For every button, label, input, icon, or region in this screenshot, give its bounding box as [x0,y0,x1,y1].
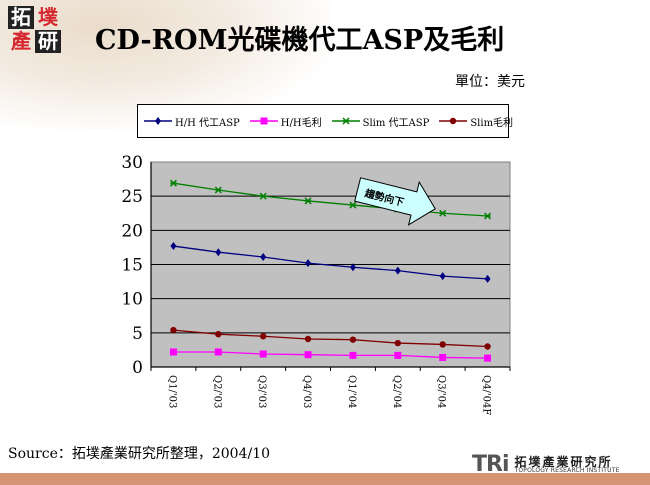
series-line [169,179,492,220]
data-point-marker-icon [439,209,447,217]
legend-label: Slim 代工ASP [362,117,430,129]
data-point-marker-icon [214,348,222,356]
legend-item: H/H 代工ASP [144,114,240,129]
brand-name-cn: 拓墣產業研究所 [514,454,613,469]
data-point-marker-icon [305,259,312,268]
data-point-marker-icon [259,350,267,358]
data-point-marker-icon [215,248,222,257]
x-tick-label: Q3/'04 [436,375,447,408]
data-point-marker-icon [215,331,222,338]
logo-char: 墣 [38,5,58,29]
data-point-marker-icon [349,336,357,343]
data-point-marker-icon [170,326,177,334]
data-point-marker-icon [394,339,402,347]
x-tick-label: Q2/'04 [391,375,402,408]
y-tick-label: 0 [132,358,143,378]
legend-marker-icon [450,117,457,125]
data-point-marker-icon [484,274,491,283]
line-chart: 0 5 10 15 20 25 30 Q1/'03 Q2/'03 Q3/'03 Q4/'03 Q1/'… [121,153,511,415]
logo-char: 拓 [8,6,34,29]
data-point-marker-icon [394,266,401,275]
data-point-marker-icon [484,212,492,220]
logo: 拓 墣 產 研 [8,6,62,54]
data-point-marker-icon [259,192,267,200]
data-point-marker-icon [304,351,312,359]
brand-mark-text: TRi [472,452,509,477]
x-tick-label: Q2/'03 [211,375,222,408]
y-tick-label: 20 [121,221,143,241]
series-line [169,348,492,362]
trend-arrow-annotation: 趨勢向下 [354,177,436,226]
legend-label: Slim毛利 [470,117,514,129]
y-tick-label: 10 [121,290,143,310]
data-point-marker-icon [304,197,312,205]
data-point-marker-icon [349,263,356,272]
unit-label: 單位：美元 [455,74,525,90]
legend-swatch-icon [439,117,468,125]
data-point-marker-icon [260,252,267,261]
data-point-marker-icon [484,343,491,350]
y-tick-label: 15 [121,256,143,276]
data-point-marker-icon [439,353,447,361]
legend-swatch-icon [331,117,360,125]
data-point-marker-icon [214,186,222,194]
tri-mark: TRi [472,452,509,477]
y-tick-label: 25 [121,187,143,207]
x-tick-label: Q3/'03 [256,375,267,408]
data-point-marker-icon [439,341,446,348]
legend-label: H/H 代工ASP [175,117,240,129]
data-point-marker-icon [304,335,312,343]
data-point-marker-icon [484,354,492,362]
data-point-marker-icon [349,351,357,359]
data-point-marker-icon [259,333,267,340]
series-line [170,242,491,283]
x-tick-label: Q1/'03 [166,375,177,408]
logo-char: 產 [11,29,31,53]
legend-marker-icon [260,117,268,125]
data-point-marker-icon [170,242,177,251]
legend-swatch-icon [144,117,172,125]
y-tick-label: 5 [132,324,143,344]
data-point-marker-icon [169,179,177,187]
legend-marker-icon [155,117,161,125]
arrow-icon [354,177,436,226]
y-tick-label: 30 [121,153,143,173]
legend-item: Slim毛利 [439,114,513,129]
data-point-marker-icon [349,201,357,209]
source-note: Source：拓墣產業研究所整理，2004/10 [8,446,271,462]
data-point-marker-icon [394,351,402,359]
legend-swatch-icon [249,117,278,125]
brand-logo: TRi 拓墣產業研究所 TOPOLOGY RESEARCH INSTITUTE [472,452,620,477]
chart-legend: H/H 代工ASP H/H毛利 Slim 代工ASP Slim毛利 [137,104,513,138]
data-point-marker-icon [169,348,177,356]
series-line [170,326,491,350]
x-tick-label: Q1/'04 [346,375,357,408]
logo-char: 研 [35,30,61,53]
x-tick-label: Q4/'03 [301,375,312,408]
data-point-marker-icon [439,272,446,281]
page-title: CD-ROM光碟機代工ASP及毛利 [95,25,505,56]
x-tick-label: Q4/'04F [481,375,492,415]
footer-bar [0,473,650,485]
brand-name-en: TOPOLOGY RESEARCH INSTITUTE [514,466,620,474]
legend-item: H/H毛利 [249,114,322,129]
legend-marker-icon [342,117,350,125]
legend-item: Slim 代工ASP [331,114,430,129]
legend-label: H/H毛利 [280,117,322,129]
